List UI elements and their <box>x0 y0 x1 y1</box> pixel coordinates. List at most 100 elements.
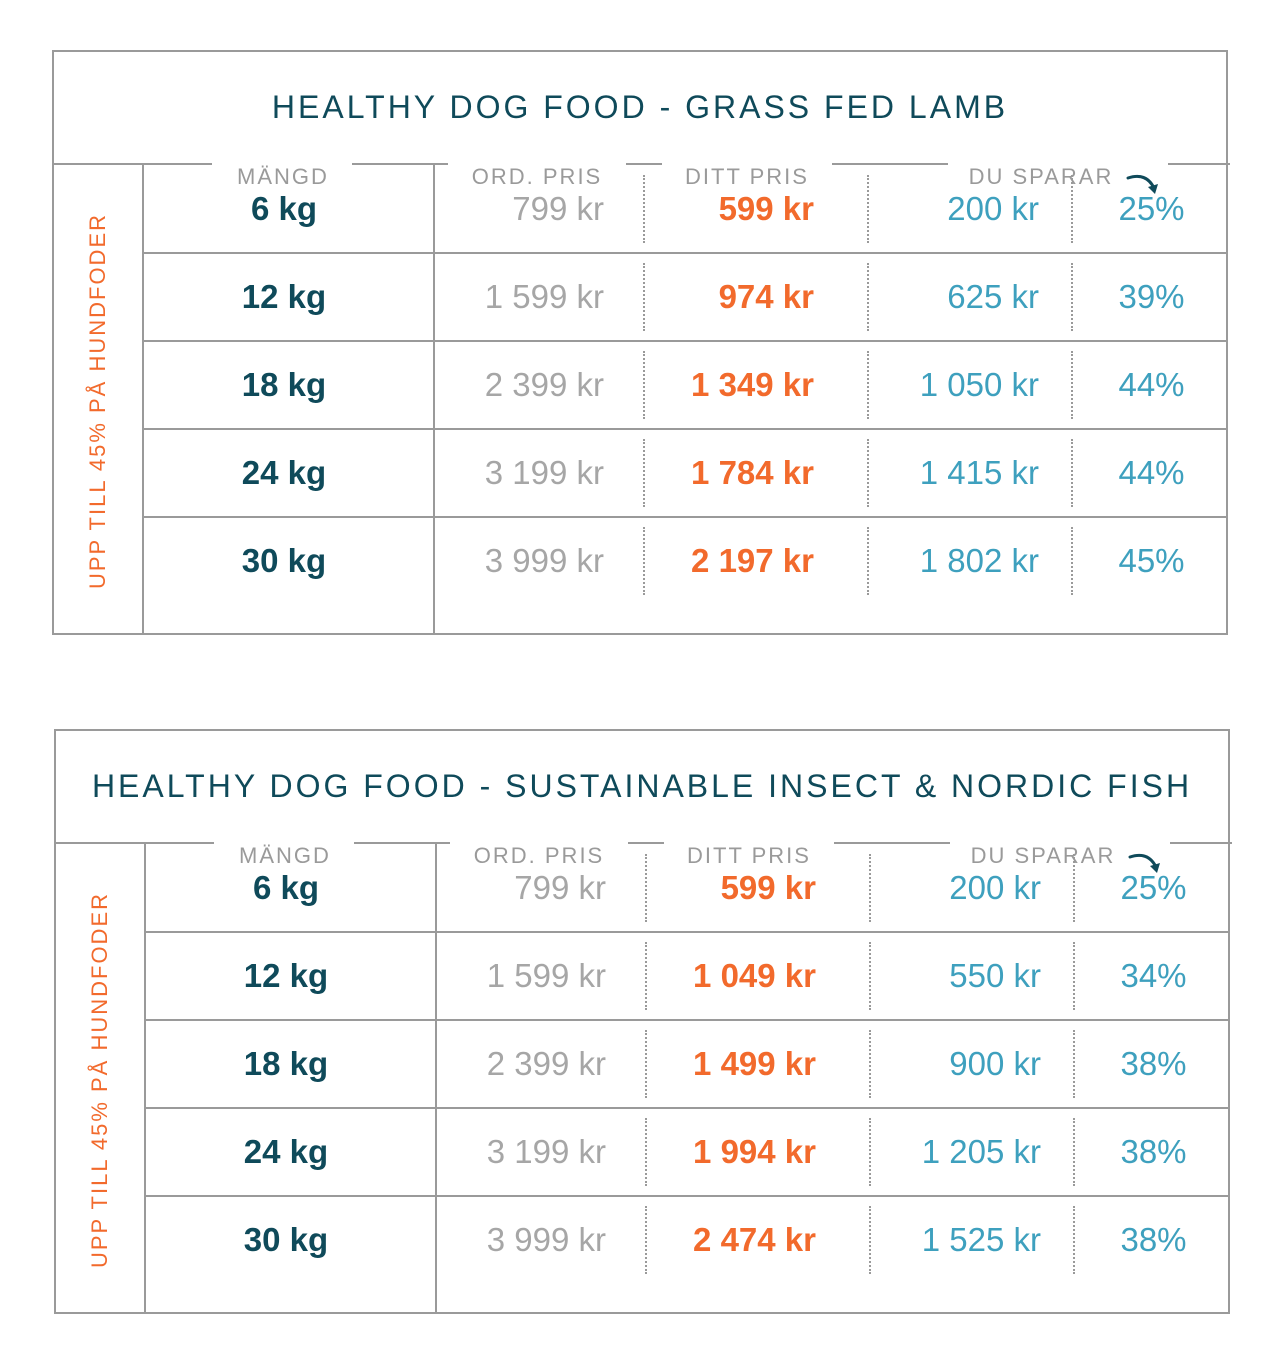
savings-cell: 900 kr <box>949 1045 1041 1082</box>
ordinary-price-cell: 3 999 kr <box>486 1221 606 1258</box>
dotted-divider <box>867 263 869 331</box>
column-divider <box>435 842 437 1314</box>
header-ditt-pris: DITT PRIS <box>685 164 809 189</box>
curved-arrow-icon <box>1126 174 1158 194</box>
dotted-divider <box>643 263 645 331</box>
ordinary-price-cell: 3 199 kr <box>486 1133 606 1170</box>
header-divider <box>54 163 212 165</box>
header-divider <box>352 163 448 165</box>
your-price-cell: 2 197 kr <box>691 542 814 579</box>
dotted-divider <box>867 175 869 243</box>
dotted-divider <box>645 1118 647 1186</box>
savings-percent-cell: 25% <box>1120 869 1187 906</box>
header-mangd: MÄNGD <box>239 843 331 868</box>
savings-percent-cell: 38% <box>1120 1045 1187 1082</box>
dotted-divider <box>867 527 869 595</box>
dotted-divider <box>869 1206 871 1274</box>
row-divider <box>142 428 1226 430</box>
table-row: 6 kg 799 kr 599 kr 200 kr 25% <box>56 844 1228 932</box>
savings-percent-cell: 44% <box>1118 454 1185 491</box>
table-row: 18 kg 2 399 kr 1 349 kr 1 050 kr 44% <box>54 341 1226 429</box>
header-divider <box>1168 163 1230 165</box>
dotted-divider <box>867 439 869 507</box>
savings-cell: 1 050 kr <box>919 366 1039 403</box>
column-divider <box>433 163 435 635</box>
your-price-cell: 974 kr <box>718 278 814 315</box>
savings-cell: 550 kr <box>949 957 1041 994</box>
savings-cell: 200 kr <box>949 869 1041 906</box>
dotted-divider <box>645 854 647 922</box>
quantity-cell: 6 kg <box>252 869 320 906</box>
dotted-divider <box>643 439 645 507</box>
savings-cell: 200 kr <box>947 190 1039 227</box>
dotted-divider <box>645 942 647 1010</box>
header-divider <box>628 842 664 844</box>
header-mangd: MÄNGD <box>237 164 329 189</box>
dotted-divider <box>869 1118 871 1186</box>
header-ord-pris: ORD. PRIS <box>473 843 605 868</box>
header-divider <box>626 163 662 165</box>
ordinary-price-cell: 1 599 kr <box>486 957 606 994</box>
table-title: HEALTHY DOG FOOD - GRASS FED LAMB <box>271 89 1009 125</box>
savings-percent-cell: 39% <box>1118 278 1185 315</box>
dotted-divider <box>1073 942 1075 1010</box>
your-price-cell: 1 049 kr <box>693 957 816 994</box>
dotted-divider <box>1073 854 1075 922</box>
dotted-divider <box>1071 263 1073 331</box>
row-divider <box>144 1107 1228 1109</box>
your-price-cell: 1 349 kr <box>691 366 814 403</box>
row-divider <box>142 252 1226 254</box>
header-divider <box>354 842 450 844</box>
savings-percent-cell: 45% <box>1118 542 1185 579</box>
header-divider <box>832 163 948 165</box>
quantity-cell: 30 kg <box>241 542 327 579</box>
header-ditt-pris: DITT PRIS <box>687 843 811 868</box>
ordinary-price-cell: 2 399 kr <box>486 1045 606 1082</box>
row-divider <box>142 340 1226 342</box>
savings-percent-cell: 44% <box>1118 366 1185 403</box>
your-price-cell: 1 784 kr <box>691 454 814 491</box>
table-row: 12 kg 1 599 kr 974 kr 625 kr 39% <box>54 253 1226 341</box>
header-divider <box>1170 842 1232 844</box>
table-row: 18 kg 2 399 kr 1 499 kr 900 kr 38% <box>56 1020 1228 1108</box>
quantity-cell: 30 kg <box>243 1221 329 1258</box>
price-table: HEALTHY DOG FOOD - SUSTAINABLE INSECT & … <box>54 729 1232 1314</box>
dotted-divider <box>643 175 645 243</box>
your-price-cell: 599 kr <box>718 190 814 227</box>
table-title: HEALTHY DOG FOOD - SUSTAINABLE INSECT & … <box>91 768 1193 804</box>
dotted-divider <box>645 1030 647 1098</box>
ordinary-price-cell: 799 kr <box>512 190 604 227</box>
dotted-divider <box>869 942 871 1010</box>
row-divider <box>142 516 1226 518</box>
quantity-cell: 24 kg <box>241 454 327 491</box>
your-price-cell: 1 499 kr <box>693 1045 816 1082</box>
dotted-divider <box>1073 1030 1075 1098</box>
dotted-divider <box>869 854 871 922</box>
row-divider <box>144 1195 1228 1197</box>
your-price-cell: 2 474 kr <box>693 1221 816 1258</box>
row-divider <box>144 1019 1228 1021</box>
header-du-sparar: DU SPARAR <box>968 164 1114 189</box>
quantity-cell: 12 kg <box>241 278 327 315</box>
table-row: 30 kg 3 999 kr 2 474 kr 1 525 kr 38% <box>56 1196 1228 1284</box>
table-row: 12 kg 1 599 kr 1 049 kr 550 kr 34% <box>56 932 1228 1020</box>
savings-percent-cell: 25% <box>1118 190 1185 227</box>
ordinary-price-cell: 799 kr <box>514 869 606 906</box>
table-row: 30 kg 3 999 kr 2 197 kr 1 802 kr 45% <box>54 517 1226 605</box>
quantity-cell: 12 kg <box>243 957 329 994</box>
savings-cell: 1 205 kr <box>921 1133 1041 1170</box>
ordinary-price-cell: 3 199 kr <box>484 454 604 491</box>
column-divider <box>142 163 144 635</box>
header-ord-pris: ORD. PRIS <box>471 164 603 189</box>
header-divider <box>834 842 950 844</box>
quantity-cell: 18 kg <box>241 366 327 403</box>
savings-cell: 1 415 kr <box>919 454 1039 491</box>
table-row: 24 kg 3 199 kr 1 994 kr 1 205 kr 38% <box>56 1108 1228 1196</box>
dotted-divider <box>867 351 869 419</box>
dotted-divider <box>1071 351 1073 419</box>
header-divider <box>56 842 214 844</box>
dotted-divider <box>1073 1118 1075 1186</box>
curved-arrow-icon <box>1128 853 1160 873</box>
price-table: HEALTHY DOG FOOD - GRASS FED LAMB MÄNGD OR… <box>52 50 1230 635</box>
ordinary-price-cell: 1 599 kr <box>484 278 604 315</box>
